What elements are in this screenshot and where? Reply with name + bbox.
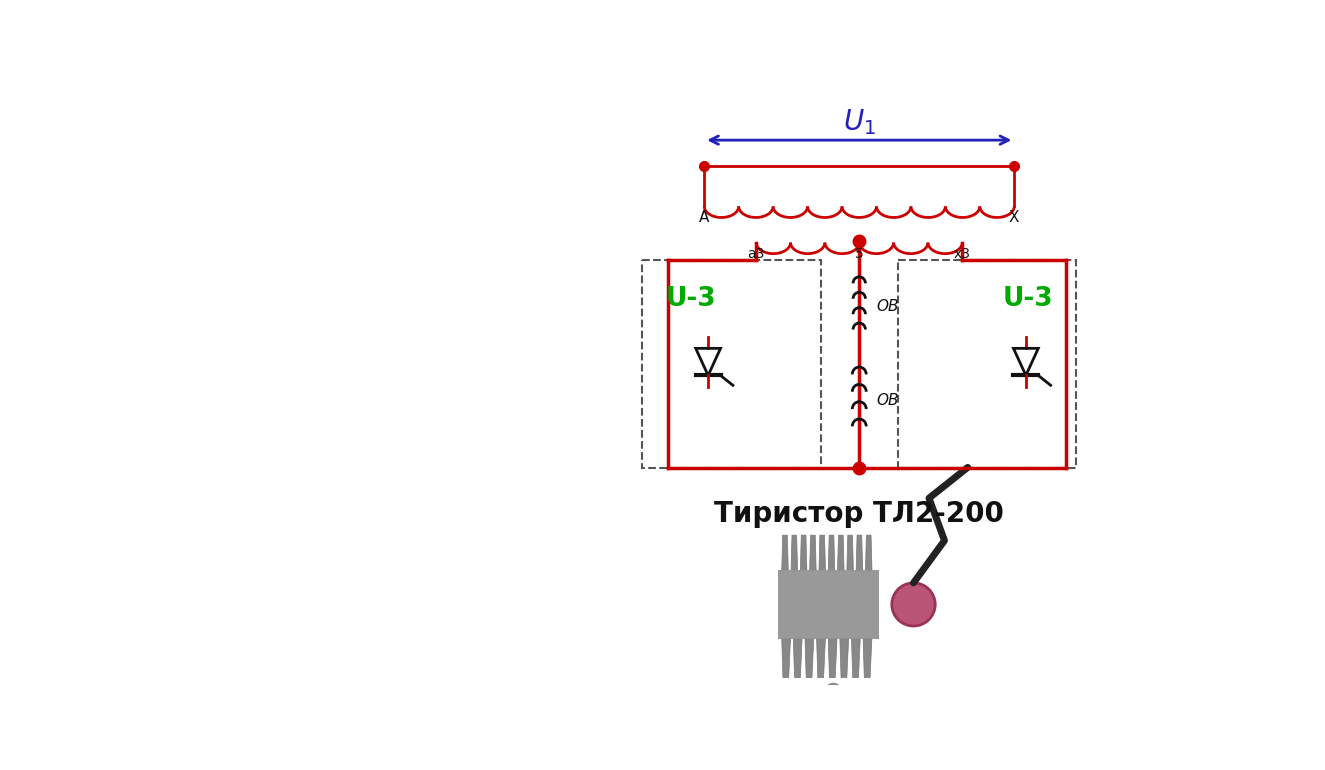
Polygon shape <box>852 639 860 678</box>
Circle shape <box>825 684 841 699</box>
Text: U-3: U-3 <box>665 286 716 312</box>
Polygon shape <box>806 639 814 678</box>
Polygon shape <box>856 535 863 570</box>
Circle shape <box>892 583 935 626</box>
Polygon shape <box>837 535 844 570</box>
Text: X: X <box>1010 210 1019 225</box>
Polygon shape <box>782 535 788 570</box>
Polygon shape <box>800 535 807 570</box>
Polygon shape <box>819 535 825 570</box>
Polygon shape <box>863 639 872 678</box>
Polygon shape <box>840 639 848 678</box>
Text: A: A <box>700 210 709 225</box>
Polygon shape <box>791 535 798 570</box>
Polygon shape <box>865 535 872 570</box>
Polygon shape <box>847 535 853 570</box>
Text: $U_1$: $U_1$ <box>843 107 876 137</box>
Text: U-3: U-3 <box>1003 286 1053 312</box>
Polygon shape <box>828 535 835 570</box>
Bar <box>643 260 820 468</box>
Polygon shape <box>782 639 791 678</box>
Polygon shape <box>794 639 802 678</box>
Polygon shape <box>810 535 816 570</box>
Bar <box>898 260 1076 468</box>
Text: 5: 5 <box>855 247 864 261</box>
Text: Тиристор ТЛ2-200: Тиристор ТЛ2-200 <box>714 500 1004 528</box>
Text: OB: OB <box>876 299 898 314</box>
Polygon shape <box>828 639 837 678</box>
Text: OB: OB <box>876 393 898 408</box>
Bar <box>778 570 878 639</box>
Text: x3: x3 <box>954 247 971 261</box>
Polygon shape <box>816 639 825 678</box>
Text: a3: a3 <box>747 247 765 261</box>
